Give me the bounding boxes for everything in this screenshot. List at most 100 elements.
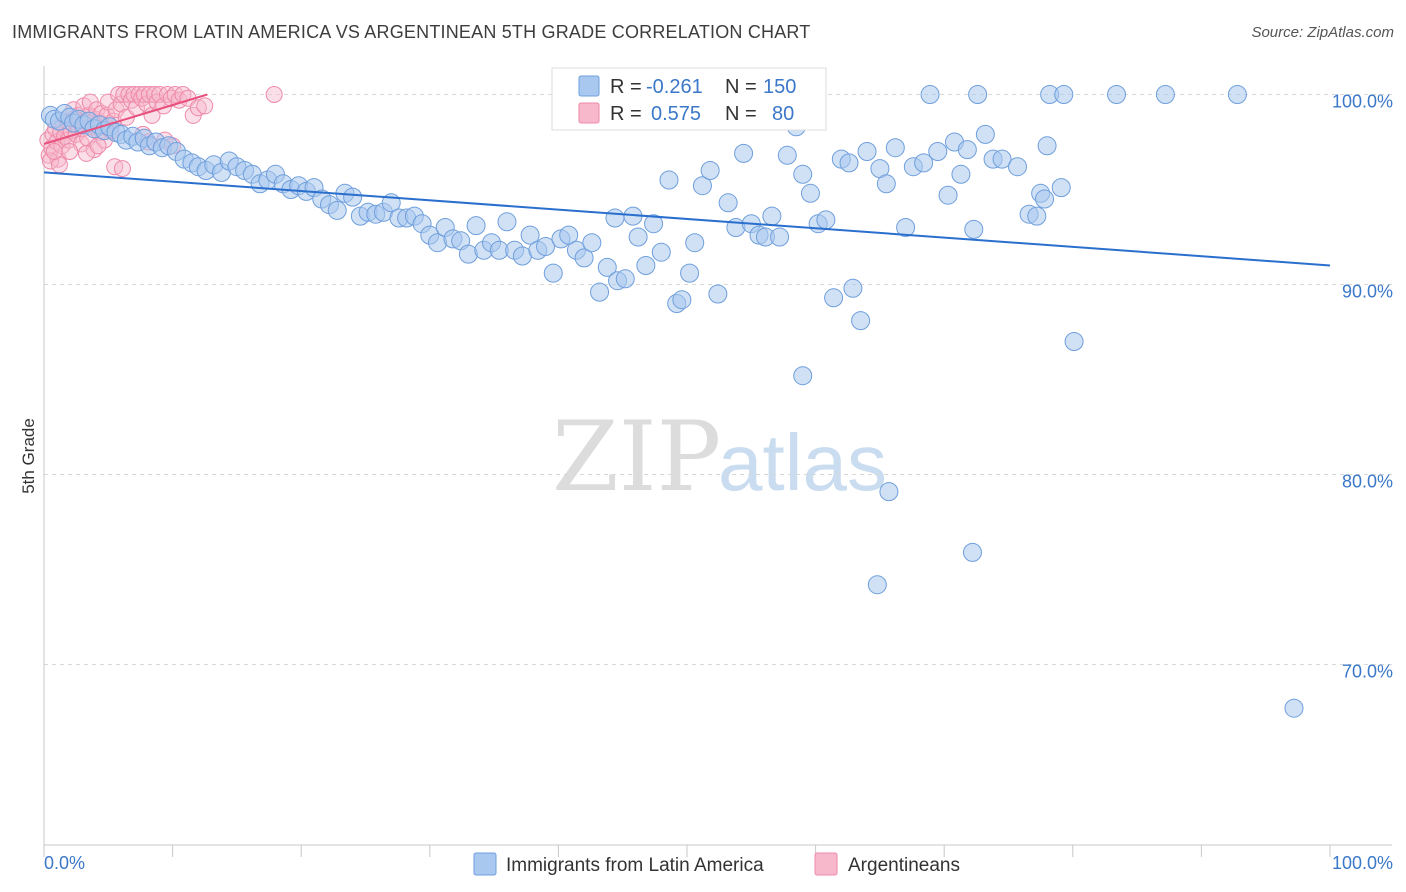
point-latin-america <box>762 206 782 226</box>
point-latin-america <box>536 237 556 256</box>
point-latin-america <box>672 290 692 310</box>
point-latin-america <box>920 85 940 104</box>
legend-label-latin-america: Immigrants from Latin America <box>506 855 764 876</box>
point-latin-america <box>497 212 517 232</box>
x-tick-label-max: 100.0% <box>1332 853 1393 873</box>
point-latin-america <box>896 218 916 237</box>
point-argentineans <box>110 86 128 103</box>
point-latin-america <box>914 153 934 173</box>
point-latin-america <box>857 142 877 161</box>
point-latin-america <box>1227 85 1247 104</box>
x-tick-label-min: 0.0% <box>44 853 85 873</box>
chart-title: IMMIGRANTS FROM LATIN AMERICA VS ARGENTI… <box>12 22 811 42</box>
point-latin-america <box>718 193 738 213</box>
trend-line-argentineans <box>43 93 208 145</box>
y-tick-label: 90.0% <box>1342 282 1393 302</box>
point-latin-america <box>951 164 971 184</box>
point-argentineans <box>265 86 283 103</box>
point-latin-america <box>968 85 988 104</box>
point-latin-america <box>964 219 984 239</box>
point-latin-america <box>685 233 705 253</box>
point-latin-america <box>885 138 905 158</box>
trend-line-latin-america <box>43 171 1331 267</box>
y-tick-label: 100.0% <box>1332 92 1393 112</box>
axis-layer <box>43 66 1392 857</box>
point-latin-america <box>659 170 679 190</box>
point-latin-america <box>636 256 656 275</box>
point-argentineans <box>125 86 143 103</box>
point-latin-america <box>867 575 887 595</box>
point-latin-america <box>1107 85 1127 104</box>
point-latin-america <box>590 282 610 302</box>
point-argentineans <box>61 143 79 160</box>
stats-legend: R = -0.261 N = 150 R = 0.575 N = 80 <box>551 67 827 131</box>
point-latin-america <box>1037 136 1057 156</box>
stats-n-label-1: N = <box>725 76 757 98</box>
point-latin-america <box>680 263 700 283</box>
series-latin-america-points <box>40 85 1304 718</box>
legend-label-argentineans: Argentineans <box>848 855 960 876</box>
stats-r-value-2: 0.575 <box>651 103 701 125</box>
point-latin-america <box>543 263 563 283</box>
watermark-atlas: atlas <box>718 418 887 507</box>
point-latin-america <box>1008 157 1028 177</box>
y-axis-title: 5th Grade <box>19 418 38 494</box>
point-latin-america <box>597 257 617 277</box>
point-latin-america <box>1035 189 1055 209</box>
point-latin-america <box>651 242 671 262</box>
stats-legend-swatch-pink <box>578 102 600 124</box>
point-latin-america <box>800 183 820 203</box>
stats-n-value-2: 80 <box>772 103 794 125</box>
point-latin-america <box>574 248 594 268</box>
point-latin-america <box>816 210 836 230</box>
point-latin-america <box>839 153 859 173</box>
point-latin-america <box>605 208 625 228</box>
stats-n-value-1: 150 <box>763 76 796 98</box>
point-latin-america <box>928 142 948 161</box>
point-latin-america <box>1027 206 1047 226</box>
stats-n-label-2: N = <box>725 103 757 125</box>
series-legend: Immigrants from Latin America Argentinea… <box>473 852 960 876</box>
watermark-zip: ZIP <box>552 401 721 513</box>
point-latin-america <box>1284 698 1304 718</box>
y-tick-label: 80.0% <box>1342 472 1393 492</box>
y-tick-labels: 100.0% 90.0% 80.0% 70.0% <box>1332 92 1393 682</box>
point-latin-america <box>343 187 363 207</box>
point-latin-america <box>734 143 754 163</box>
point-latin-america <box>582 233 602 253</box>
point-latin-america <box>938 185 958 205</box>
point-latin-america <box>520 225 540 245</box>
point-latin-america <box>851 311 871 331</box>
source-label: Source: ZipAtlas.com <box>1251 24 1394 41</box>
point-latin-america <box>770 227 790 247</box>
point-latin-america <box>1064 332 1084 351</box>
point-latin-america <box>700 161 720 180</box>
point-latin-america <box>777 145 797 165</box>
y-tick-label: 70.0% <box>1342 662 1393 682</box>
legend-swatch-latin-america <box>473 852 497 876</box>
point-latin-america <box>559 225 579 245</box>
point-latin-america <box>843 278 863 298</box>
stats-r-label-1: R = <box>610 76 642 98</box>
point-latin-america <box>992 149 1012 169</box>
point-latin-america <box>1051 178 1071 198</box>
point-latin-america <box>628 227 648 247</box>
point-latin-america <box>962 542 982 562</box>
point-argentineans <box>45 143 63 160</box>
point-latin-america <box>615 269 635 289</box>
point-argentineans <box>189 99 207 117</box>
stats-r-value-1: -0.261 <box>646 76 703 98</box>
point-latin-america <box>793 366 813 386</box>
legend-swatch-argentineans <box>814 852 838 876</box>
point-latin-america <box>466 216 486 236</box>
point-latin-america <box>644 214 664 234</box>
point-latin-america <box>879 482 899 502</box>
point-argentineans <box>113 160 131 178</box>
point-argentineans <box>196 97 214 115</box>
stats-legend-swatch-blue <box>578 75 600 97</box>
point-latin-america <box>708 284 728 304</box>
point-latin-america <box>975 124 995 144</box>
point-latin-america <box>876 174 896 194</box>
trend-lines <box>43 93 1331 267</box>
